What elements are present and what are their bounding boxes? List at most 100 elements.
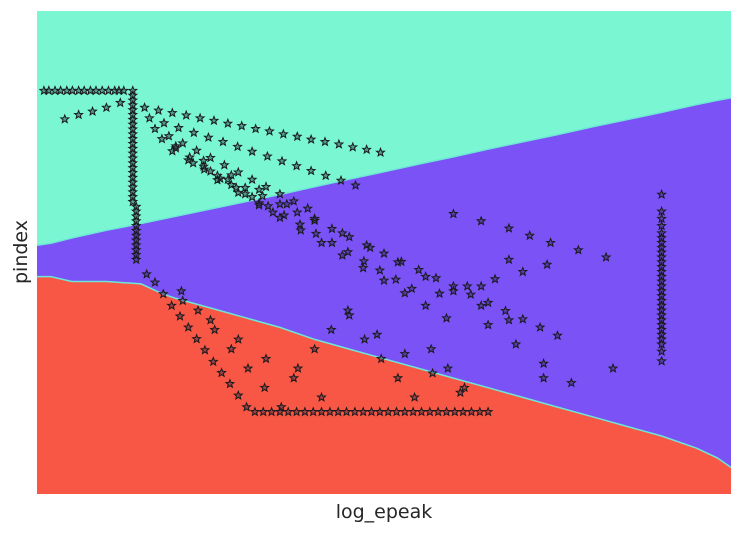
scatter-point [442, 362, 454, 373]
scatter-point [517, 313, 529, 324]
scatter-point [233, 389, 244, 401]
scatter-point [361, 143, 372, 155]
scatter-point [399, 348, 411, 359]
scatter-point [241, 401, 252, 412]
scatter-point [566, 377, 577, 388]
scatter-point [349, 406, 361, 417]
region-bottom [37, 276, 731, 494]
scatter-point [257, 190, 268, 201]
scatter-point [166, 299, 177, 311]
scatter-point [157, 288, 169, 299]
scatter-point [448, 285, 459, 296]
scatter-point [374, 406, 386, 417]
scatter-point [295, 224, 307, 235]
scatter-point [182, 154, 194, 165]
scatter-point [538, 358, 549, 369]
scatter-point [326, 223, 338, 234]
scatter-point [427, 367, 438, 378]
scatter-point [246, 191, 258, 202]
scatter-point [333, 138, 345, 149]
scatter-point [177, 295, 188, 306]
scatter-point [545, 237, 556, 248]
y-axis-label: pindex [10, 220, 32, 284]
scatter-point [416, 406, 427, 417]
scatter-point [538, 372, 549, 383]
scatter-point [163, 130, 175, 141]
scatter-point [219, 159, 230, 170]
scatter-point [127, 196, 139, 207]
scatter-point [199, 344, 211, 355]
scatter-point [482, 319, 494, 330]
scatter-point [216, 367, 227, 378]
scatter-point [174, 310, 186, 321]
scatter-point [534, 321, 546, 332]
scatter-point [392, 256, 404, 267]
scatter-point [420, 270, 431, 282]
scatter-point [424, 406, 436, 417]
scatter-point [170, 140, 182, 151]
scatter-point [409, 391, 420, 402]
scatter-point [177, 137, 188, 148]
scatter-point [208, 114, 220, 126]
scatter-point [310, 228, 322, 239]
scatter-point [291, 406, 302, 417]
scatter-point [500, 305, 511, 316]
scatter-point [288, 372, 300, 383]
scatter-point [326, 237, 338, 248]
scatter-point [194, 112, 206, 123]
boundary-line-upper [37, 97, 731, 247]
scatter-point [656, 355, 667, 366]
scatter-point [482, 406, 494, 417]
scatter-point [382, 406, 394, 417]
scatter-point [101, 102, 112, 113]
scatter-point [182, 321, 194, 332]
scatter-point [274, 188, 286, 199]
scatter-point [342, 304, 354, 316]
scatter-point [203, 131, 214, 143]
scatter-point [232, 141, 243, 152]
scatter-point [288, 195, 300, 206]
scatter-point [299, 406, 311, 417]
scatter-point [176, 285, 187, 296]
scatter-point [466, 406, 477, 417]
scatter-point [292, 131, 303, 142]
scatter-point [482, 297, 494, 308]
scatter-point [517, 266, 529, 277]
scatter-point [192, 304, 204, 316]
scatter-point [343, 309, 355, 320]
scatter-point [260, 181, 272, 192]
scatter-point [457, 406, 469, 417]
scatter-point [441, 406, 452, 417]
scatter-point [326, 324, 337, 335]
scatter-point [156, 133, 168, 144]
scatter-point [371, 328, 383, 340]
scatter-point [249, 406, 261, 417]
scatter-point [253, 199, 265, 210]
scatter-point [378, 274, 390, 286]
scatter-point [413, 264, 425, 275]
scatter-point [364, 242, 376, 253]
scatter-point [262, 200, 274, 211]
scatter-point [239, 182, 251, 193]
scatter-point [246, 174, 258, 185]
scatter-point [335, 174, 347, 186]
scatter-point [305, 133, 317, 145]
scatter-point [454, 387, 466, 398]
scatter-point [390, 273, 402, 285]
scatter-point [166, 107, 178, 118]
scatter-point [343, 231, 355, 242]
scatter-point [432, 406, 444, 417]
scatter-point [366, 406, 377, 417]
scatter-point [357, 262, 369, 273]
scatter-point [407, 406, 419, 417]
scatter-point [347, 141, 359, 152]
scatter-point [475, 215, 487, 226]
scatter-point [242, 362, 254, 373]
scatter-point [236, 120, 248, 131]
scatter-point [149, 276, 161, 287]
scatter-point [253, 197, 265, 208]
scatter-point [459, 382, 470, 393]
scatter-point [139, 102, 150, 113]
scatter-point [307, 406, 319, 417]
scatter-point [465, 288, 476, 300]
